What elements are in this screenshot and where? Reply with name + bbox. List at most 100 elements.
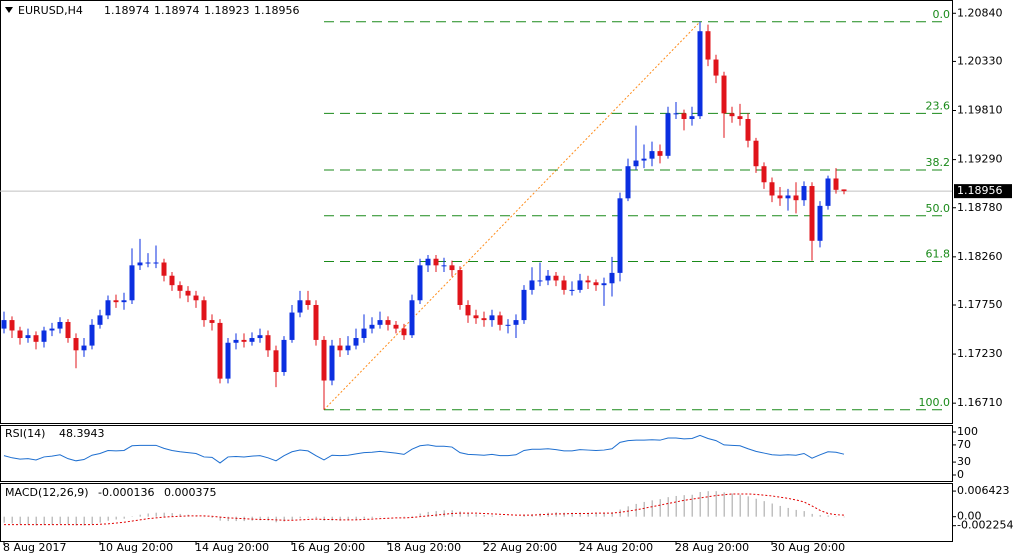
y-tick-label: 1.20330 <box>957 54 1003 67</box>
macd-bar <box>803 511 805 517</box>
macd-bar <box>3 516 5 523</box>
macd-bar <box>75 516 77 526</box>
header-low: 1.18923 <box>204 4 250 17</box>
rsi-value: 48.3943 <box>59 427 105 440</box>
candle-body <box>193 295 199 301</box>
x-tick-label: 22 Aug 20:00 <box>483 541 557 554</box>
candle-body <box>233 339 239 343</box>
candle-body <box>409 300 415 336</box>
macd-bar <box>651 500 653 517</box>
candle-body <box>537 280 543 282</box>
candle-body <box>657 151 663 156</box>
macd-bar <box>147 513 149 517</box>
candle-body <box>649 151 655 159</box>
y-tick-label: 1.18780 <box>957 201 1003 214</box>
macd-bar <box>675 495 677 517</box>
macd-bar <box>235 516 237 522</box>
candle-body <box>289 312 295 340</box>
candle-body <box>17 330 23 339</box>
candle-body <box>769 182 775 196</box>
macd-bar <box>715 491 717 517</box>
y-tick-label: -0.002254 <box>957 519 1013 532</box>
macd-bar <box>443 510 445 517</box>
y-tick-label: 0.006423 <box>957 484 1010 497</box>
macd-bar <box>267 516 269 521</box>
macd-bar <box>787 507 789 517</box>
candle-body <box>673 113 679 115</box>
candle-body <box>633 160 639 167</box>
macd-bar <box>355 516 357 520</box>
candle-body <box>465 304 471 316</box>
candle-body <box>521 289 527 321</box>
candle-body <box>745 119 751 141</box>
fibo-label: 100.0 <box>919 396 951 409</box>
candle-body <box>369 324 375 329</box>
macd-bar <box>707 491 709 517</box>
candle-body <box>425 258 431 266</box>
macd-bar <box>339 516 341 521</box>
macd-bar <box>107 516 109 521</box>
header-close: 1.18956 <box>254 4 300 17</box>
candle-body <box>297 300 303 313</box>
candle-body <box>841 189 847 192</box>
x-tick-label: 28 Aug 20:00 <box>675 541 749 554</box>
candle-body <box>761 166 767 183</box>
macd-bar <box>11 516 13 524</box>
candle-body <box>801 186 807 201</box>
candle-body <box>505 324 511 326</box>
macd-bar <box>99 516 101 523</box>
rsi-panel <box>0 425 953 482</box>
macd-bar <box>435 511 437 517</box>
macd-bar <box>259 516 261 521</box>
macd-main-value: -0.000136 <box>98 486 154 499</box>
candle-body <box>401 328 407 336</box>
candle-body <box>177 285 183 291</box>
macd-bar <box>227 516 229 522</box>
macd-bar <box>459 511 461 517</box>
candle-body <box>721 75 727 114</box>
y-tick-label: 0.00 <box>957 510 982 523</box>
x-tick-label: 10 Aug 20:00 <box>99 541 173 554</box>
macd-bar <box>611 512 613 517</box>
candle-body <box>785 195 791 199</box>
x-tick-label: 8 Aug 2017 <box>3 541 66 554</box>
candle-body <box>65 321 71 339</box>
y-tick-label: 0 <box>957 468 964 481</box>
candle-body <box>689 116 695 120</box>
candle-body <box>809 186 815 241</box>
candle-body <box>825 178 831 206</box>
macd-bar <box>771 503 773 517</box>
candle-body <box>337 345 343 351</box>
macd-bar <box>779 505 781 517</box>
macd-bar <box>27 516 29 525</box>
macd-bar <box>363 516 365 519</box>
y-tick-label: 70 <box>957 438 971 451</box>
candle-body <box>817 205 823 241</box>
candle-body <box>169 275 175 286</box>
candle-body <box>713 59 719 76</box>
macd-panel <box>0 483 953 542</box>
candle-body <box>497 315 503 325</box>
fibo-label: 61.8 <box>926 248 951 261</box>
macd-bar <box>579 512 581 517</box>
candle-body <box>753 140 759 167</box>
x-tick-label: 18 Aug 20:00 <box>387 541 461 554</box>
macd-bar <box>483 515 485 517</box>
candle-body <box>89 324 95 346</box>
candle-body <box>217 322 223 379</box>
y-tick-label: 1.18260 <box>957 250 1003 263</box>
macd-bar <box>587 512 589 517</box>
macd-bar <box>307 516 309 518</box>
macd-bar <box>139 514 141 517</box>
candle-body <box>9 320 15 331</box>
candle-body <box>449 265 455 271</box>
macd-bar <box>35 516 37 526</box>
candle-body <box>737 116 743 120</box>
header-high: 1.18974 <box>154 4 200 17</box>
macd-bar <box>467 513 469 517</box>
macd-bar <box>563 512 565 517</box>
macd-bar <box>723 492 725 517</box>
candle-body <box>529 280 535 290</box>
macd-bar <box>699 491 701 517</box>
